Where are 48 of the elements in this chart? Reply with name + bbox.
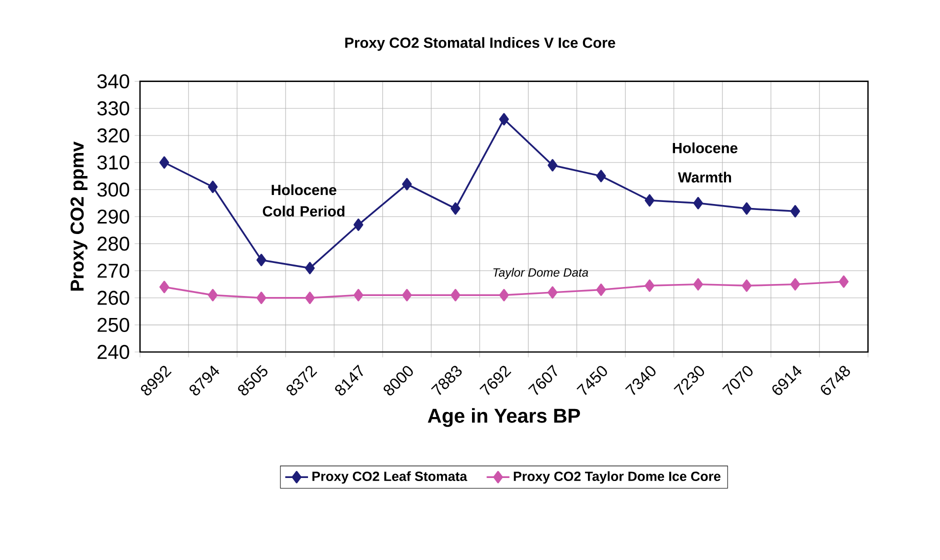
- y-axis-title: Proxy CO2 ppmv: [70, 142, 88, 291]
- y-tick-label: 280: [98, 236, 130, 251]
- point: [256, 292, 266, 304]
- point: [596, 170, 606, 182]
- y-tick-label: 250: [98, 318, 130, 332]
- point: [354, 288, 364, 302]
- point: [208, 288, 218, 302]
- point: [742, 279, 752, 292]
- point: [208, 180, 218, 194]
- point: [305, 292, 315, 304]
- annotation: Holocene Cold Period: [262, 184, 344, 216]
- point: [450, 288, 460, 302]
- y-tick-label: 240: [98, 344, 130, 360]
- y-tick-label: 320: [97, 128, 130, 143]
- point: [305, 262, 315, 274]
- point: [693, 278, 703, 291]
- point: [548, 159, 558, 172]
- point: [354, 218, 364, 231]
- y-tick-label: 260: [98, 290, 130, 305]
- point: [790, 205, 800, 218]
- chart-title: Proxy CO2 Stomatal Indices V Ice Core: [345, 37, 616, 51]
- y-tick-label: 290: [98, 210, 130, 224]
- point: [499, 288, 509, 302]
- point: [790, 278, 800, 291]
- point: [159, 156, 170, 169]
- point: [596, 284, 606, 296]
- text: Holocene Warmth: [672, 142, 738, 183]
- y-tick-label: 300: [97, 182, 130, 197]
- y-tick-label: 270: [98, 264, 130, 278]
- point: [256, 254, 266, 266]
- annotation: Taylor Dome Data: [493, 268, 588, 280]
- point: [644, 194, 654, 207]
- point: [693, 196, 703, 210]
- legend-label: Proxy CO2 Taylor Dome Ice Core: [514, 471, 720, 484]
- point: [644, 279, 654, 292]
- y-tick-label: 340: [97, 74, 130, 88]
- y-tick-label: 310: [97, 155, 130, 170]
- point: [159, 280, 170, 294]
- point: [548, 286, 558, 299]
- point: [499, 113, 509, 126]
- point: [450, 202, 460, 215]
- x-axis-title: Age in Years BP: [428, 408, 580, 427]
- y-tick-label: 330: [97, 101, 130, 116]
- legend-label: Proxy CO2 Leaf Stomata: [312, 471, 468, 484]
- point: [838, 275, 849, 288]
- point: [402, 288, 412, 302]
- point: [402, 178, 412, 190]
- point: [742, 202, 752, 215]
